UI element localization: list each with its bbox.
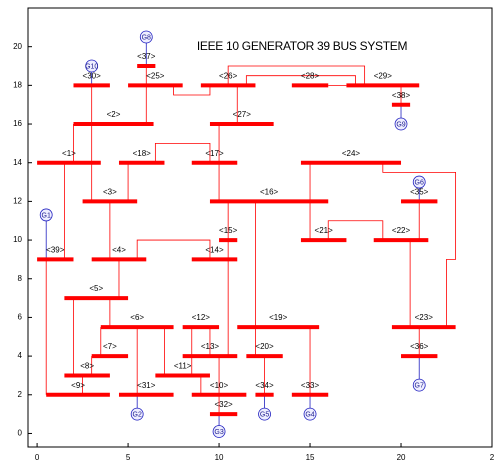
x-tick-label: 5 xyxy=(126,453,131,462)
line-connection xyxy=(154,142,211,163)
generator xyxy=(303,407,317,421)
y-tick-label: 18 xyxy=(13,80,22,89)
bus-label: <14> xyxy=(205,246,224,255)
generator xyxy=(39,208,53,222)
generator-label: G7 xyxy=(415,382,424,389)
x-tick-label: 2 xyxy=(490,453,495,462)
bus-label: <11> xyxy=(174,362,192,371)
y-tick-label: 4 xyxy=(18,351,23,360)
y-tick-label: 6 xyxy=(18,313,23,322)
bus-label: <12> xyxy=(192,313,211,322)
generator xyxy=(412,378,426,392)
bus-label: <1> xyxy=(62,149,76,158)
chart-title: IEEE 10 GENERATOR 39 BUS SYSTEM xyxy=(197,39,408,53)
bus-label: <29> xyxy=(374,71,393,80)
bus-label: <23> xyxy=(415,313,434,322)
generator-label: G5 xyxy=(260,411,269,418)
bus-label: <18> xyxy=(133,149,152,158)
generator-label: G2 xyxy=(133,411,142,418)
bus-label: <19> xyxy=(269,313,288,322)
y-tick-label: 10 xyxy=(13,235,22,244)
bus-label: <25> xyxy=(146,71,165,80)
bus-label: <36> xyxy=(410,342,429,351)
generator-label: G4 xyxy=(305,411,314,418)
bus-label: <22> xyxy=(392,226,411,235)
generator xyxy=(130,407,144,421)
bus-label: <35> xyxy=(410,188,429,197)
line-connection xyxy=(227,65,366,86)
bus-label: <27> xyxy=(233,110,252,119)
generator xyxy=(139,30,153,44)
y-tick-label: 12 xyxy=(13,197,22,206)
generator-label: G1 xyxy=(42,212,51,219)
bus-label: <20> xyxy=(255,342,274,351)
bus-label: <39> xyxy=(46,246,65,255)
generator xyxy=(212,425,226,438)
x-tick-label: 20 xyxy=(397,453,406,462)
bus-label: <15> xyxy=(219,226,238,235)
bus-label: <30> xyxy=(83,71,102,80)
line-connection xyxy=(245,75,356,86)
y-tick-label: 0 xyxy=(18,429,23,438)
bus-label: <32> xyxy=(214,400,233,409)
generator-label: G6 xyxy=(415,179,424,186)
bus-label: <8> xyxy=(80,362,94,371)
bus-label: <13> xyxy=(201,342,220,351)
bus-label: <31> xyxy=(137,381,156,390)
x-tick-label: 0 xyxy=(35,453,40,462)
y-tick-label: 14 xyxy=(13,158,22,167)
generator xyxy=(412,175,426,189)
bus-label: <16> xyxy=(260,188,279,197)
y-tick-label: 8 xyxy=(18,274,23,283)
line-connection xyxy=(382,162,457,328)
bus-label: <28> xyxy=(301,71,320,80)
y-tick-label: 20 xyxy=(13,42,22,51)
bus-label: <10> xyxy=(210,381,229,390)
bus-label: <3> xyxy=(103,188,117,197)
bus-label: <33> xyxy=(301,381,320,390)
y-tick-label: 16 xyxy=(13,119,22,128)
bus-label: <21> xyxy=(315,226,334,235)
line-connection xyxy=(173,85,211,96)
bus-label: <7> xyxy=(103,342,117,351)
bus-label: <24> xyxy=(342,149,361,158)
generator-label: G8 xyxy=(142,34,151,41)
bus-label: <4> xyxy=(112,246,126,255)
generator-label: G9 xyxy=(396,121,405,128)
bus-label: <26> xyxy=(219,71,238,80)
y-tick-label: 2 xyxy=(18,390,23,399)
generator xyxy=(85,59,99,73)
bus-label: <38> xyxy=(392,91,411,100)
generator xyxy=(394,117,408,131)
line-connection xyxy=(136,239,211,260)
bus-label: <37> xyxy=(137,52,156,61)
generator xyxy=(258,407,271,421)
x-tick-label: 15 xyxy=(306,453,315,462)
bus-label: <17> xyxy=(205,149,224,158)
bus-label: <34> xyxy=(255,381,274,390)
bus-label: <9> xyxy=(71,381,85,390)
bus-label: <2> xyxy=(107,110,121,119)
bus-label: <5> xyxy=(89,284,103,293)
bus-label: <6> xyxy=(130,313,144,322)
generator-label: G10 xyxy=(85,63,98,70)
x-tick-label: 10 xyxy=(215,453,224,462)
line-connection xyxy=(327,220,384,241)
generator-label: G3 xyxy=(214,429,223,436)
